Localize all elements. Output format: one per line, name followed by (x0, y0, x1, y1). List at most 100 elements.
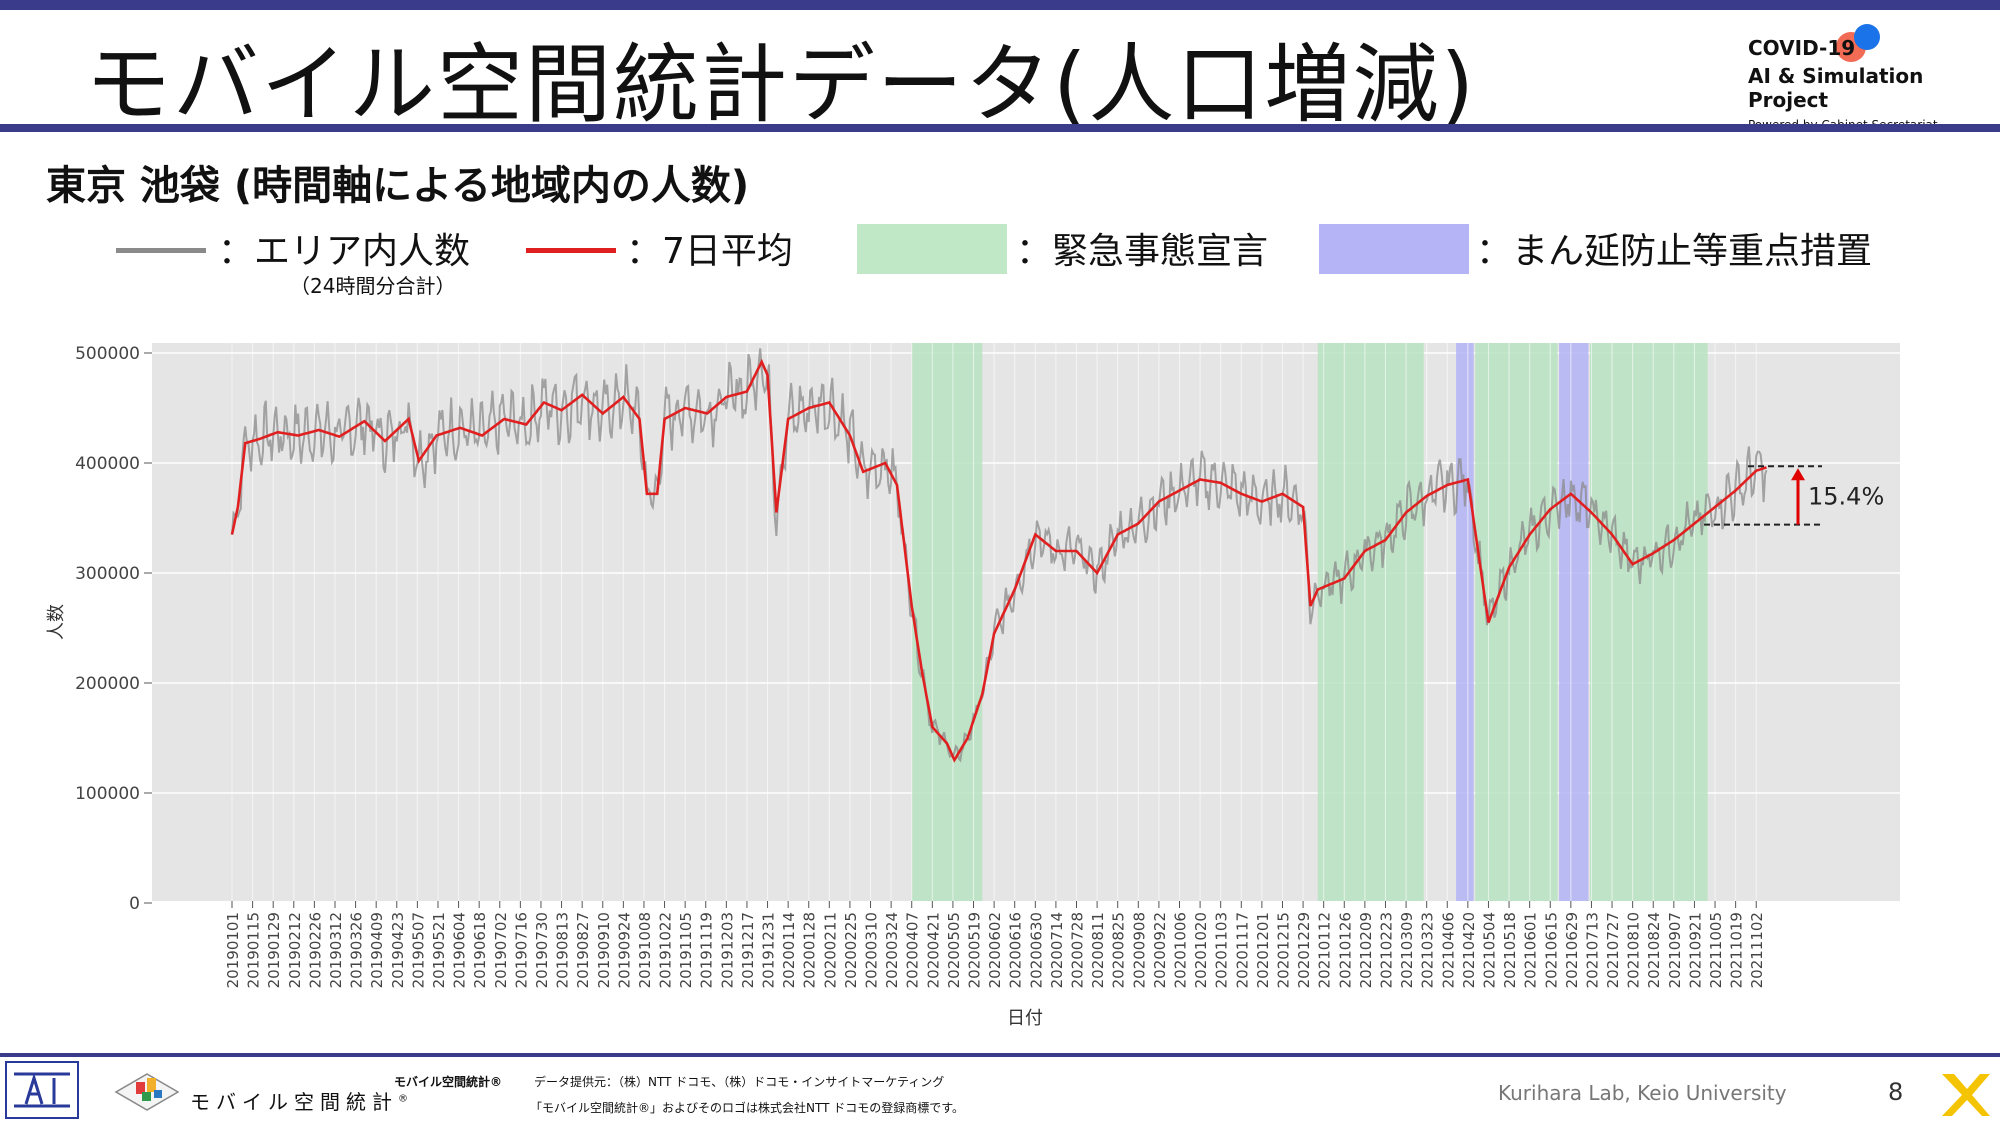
x-tick-label: 20200225 (842, 912, 860, 988)
population-chart: 0 100000 200000 300000 400000 500000 20190101… (46, 343, 1900, 1029)
chart-subtitle: 東京 池袋 (時間軸による地域内の人数) (46, 163, 750, 209)
change-annotation: 15.4% (1704, 465, 1884, 526)
x-tick-label: 20190924 (615, 912, 633, 988)
x-tick-label: 20191231 (760, 912, 778, 988)
x-tick-label: 20200714 (1048, 912, 1066, 988)
x-tick-label: 20200602 (986, 912, 1004, 988)
trademark-note: 「モバイル空間統計®」およびそのロゴは株式会社NTT ドコモの登録商標です。 (530, 1101, 965, 1115)
x-tick-label: 20190212 (286, 912, 304, 988)
y-tick-label: 400000 (75, 454, 140, 474)
x-tick-label: 20210824 (1645, 912, 1663, 988)
lab-logo (5, 1061, 79, 1119)
legend-area-count: ：エリア内人数 (218, 231, 471, 272)
x-tick-label: 20210518 (1501, 912, 1519, 988)
x-tick-label: 20201117 (1233, 912, 1251, 988)
legend-purple-box (1319, 224, 1469, 274)
x-tick-label: 20200310 (863, 912, 881, 988)
x-tick-label: 20210629 (1563, 912, 1581, 988)
footer-divider (0, 1053, 2000, 1057)
x-tick-label: 20191119 (698, 912, 716, 988)
x-tick-label: 20200407 (904, 912, 922, 988)
x-tick-label: 20190507 (409, 912, 427, 988)
x-tick-label: 20200811 (1089, 912, 1107, 988)
x-tick-label: 20210907 (1666, 912, 1684, 988)
x-tick-label: 20200630 (1027, 912, 1045, 988)
x-tick-label: 20200728 (1069, 912, 1087, 988)
shaded-period (911, 343, 983, 901)
x-tick-label: 20201006 (1171, 912, 1189, 988)
x-tick-label: 20190312 (327, 912, 345, 988)
y-tick-label: 0 (129, 894, 140, 914)
x-tick-label: 20191105 (677, 912, 695, 988)
data-provider: データ提供元：（株）NTT ドコモ、（株）ドコモ・インサイトマーケティング (534, 1075, 945, 1089)
x-tick-label: 20190129 (265, 912, 283, 988)
x-tick-label: 20190910 (595, 912, 613, 988)
x-tick-label: 20191203 (718, 912, 736, 988)
y-ticks: 0 100000 200000 300000 400000 500000 (75, 344, 152, 914)
x-tick-label: 20200519 (966, 912, 984, 988)
y-tick-label: 300000 (75, 564, 140, 584)
shaded-period (1589, 343, 1708, 901)
x-tick-label: 20210921 (1686, 912, 1704, 988)
legend-avg7: ：7日平均 (626, 231, 793, 272)
x-tick-label: 20190115 (245, 912, 263, 988)
x-tick-label: 20210406 (1439, 912, 1457, 988)
raw-series (231, 348, 1768, 763)
x-tick-label: 20211019 (1728, 912, 1746, 988)
x-tick-label: 20191022 (657, 912, 675, 988)
logo-line1: COVID-19 (1748, 36, 1856, 60)
x-tick-label: 20190521 (430, 912, 448, 988)
legend-emergency: ：緊急事態宣言 (1016, 231, 1269, 272)
raw-series-line (231, 348, 1768, 763)
annotation-label: 15.4% (1808, 482, 1884, 510)
logo-line2: AI & Simulation Project (1748, 64, 1924, 112)
avg-series (230, 358, 1767, 763)
x-tick-label: 20200616 (1007, 912, 1025, 988)
y-tick-label: 500000 (75, 344, 140, 364)
x-tick-label: 20210713 (1583, 912, 1601, 988)
x-tick-label: 20190101 (224, 912, 242, 988)
x-tick-label: 20210112 (1316, 912, 1334, 988)
shaded-period (1559, 343, 1589, 901)
x-tick-label: 20200922 (1151, 912, 1169, 988)
x-tick-label: 20210209 (1357, 912, 1375, 988)
shaded-period (1317, 343, 1424, 901)
x-ticks: 20190101 20190115 20190129 20190212 20190226… (224, 901, 1766, 988)
x-logo (1942, 1074, 1990, 1116)
x-tick-label: 20201103 (1213, 912, 1231, 988)
y-tick-label: 200000 (75, 674, 140, 694)
x-tick-label: 20211102 (1748, 912, 1766, 988)
x-tick-label: 20191008 (636, 912, 654, 988)
x-tick-label: 20190702 (492, 912, 510, 988)
x-tick-label: 20201020 (1192, 912, 1210, 988)
page-number: 8 (1888, 1078, 1904, 1106)
x-tick-label: 20210223 (1377, 912, 1395, 988)
x-tick-label: 20190226 (306, 912, 324, 988)
x-tick-label: 20190813 (554, 912, 572, 988)
legend-gray-line (116, 248, 206, 253)
x-tick-label: 20200211 (821, 912, 839, 988)
legend-priority: ：まん延防止等重点措置 (1476, 231, 1873, 272)
x-tick-label: 20210420 (1460, 912, 1478, 988)
x-tick-label: 20200505 (945, 912, 963, 988)
x-tick-label: 20201201 (1254, 912, 1272, 988)
x-tick-label: 20210601 (1522, 912, 1540, 988)
x-tick-label: 20201215 (1274, 912, 1292, 988)
mobile-stats-logo-icon (114, 1073, 180, 1111)
x-tick-label: 20190409 (368, 912, 386, 988)
top-border (0, 0, 2000, 10)
page-title: モバイル空間統計データ(人口増減) (85, 35, 1477, 135)
legend-red-line (526, 248, 616, 253)
x-tick-label: 20190827 (574, 912, 592, 988)
x-tick-label: 20201229 (1295, 912, 1313, 988)
x-tick-label: 20210615 (1542, 912, 1560, 988)
y-axis-label: 人数 (46, 604, 67, 640)
x-tick-label: 20190604 (451, 912, 469, 988)
legend-green-box (857, 224, 1007, 274)
provider-title: モバイル空間統計® (394, 1075, 503, 1089)
x-tick-label: 20210323 (1419, 912, 1437, 988)
project-logo: COVID-19 AI & Simulation Project Powered… (1748, 36, 2000, 132)
x-tick-label: 20200128 (801, 912, 819, 988)
x-tick-label: 20190618 (471, 912, 489, 988)
x-tick-label: 20210810 (1625, 912, 1643, 988)
